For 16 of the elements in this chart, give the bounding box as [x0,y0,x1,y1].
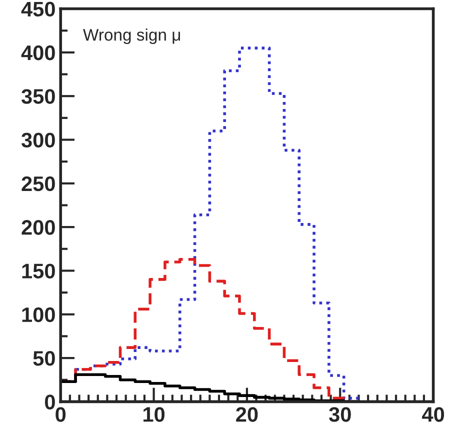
y-tick-label: 250 [22,176,55,192]
annotation: Wrong sign μ [83,28,180,44]
y-tick-label: 50 [33,351,55,366]
x-tick-label: 30 [329,407,351,422]
y-tick-label: 400 [21,45,55,60]
y-tick-label: 0 [44,394,55,410]
x-tick-label: 40 [422,407,444,422]
x-tick-label: 0 [56,407,66,422]
y-tick-label: 300 [21,132,55,148]
y-tick-label: 200 [22,220,55,235]
x-tick-label: 20 [236,407,258,422]
y-tick-label: 450 [21,2,55,17]
y-tick-label: 100 [22,307,55,322]
x-tick-label: 10 [144,407,165,422]
y-tick-label: 350 [21,89,55,104]
y-tick-label: 150 [22,264,55,278]
